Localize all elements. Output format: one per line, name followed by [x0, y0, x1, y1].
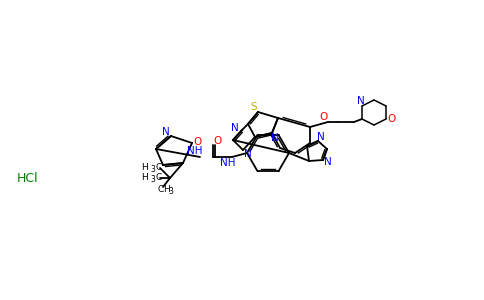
Text: N: N	[324, 157, 332, 167]
Text: N: N	[317, 132, 325, 142]
Text: N: N	[244, 149, 252, 159]
Text: O: O	[320, 112, 328, 122]
Text: O: O	[213, 136, 221, 146]
Text: C: C	[155, 173, 161, 182]
Text: 3: 3	[150, 165, 155, 174]
Text: NH: NH	[187, 146, 203, 156]
Text: O: O	[388, 114, 396, 124]
Text: 3: 3	[150, 175, 155, 184]
Text: N: N	[357, 96, 365, 106]
Text: O: O	[193, 137, 201, 147]
Text: 3: 3	[168, 187, 173, 196]
Text: NH: NH	[220, 158, 236, 168]
Text: N: N	[271, 133, 279, 143]
Text: H: H	[141, 164, 148, 172]
Text: C: C	[158, 185, 164, 194]
Text: H: H	[141, 173, 148, 182]
Text: HCl: HCl	[17, 172, 39, 184]
Text: C: C	[155, 164, 161, 172]
Text: S: S	[251, 102, 257, 112]
Text: H: H	[163, 185, 170, 194]
Text: N: N	[162, 127, 170, 137]
Text: N: N	[231, 123, 239, 133]
